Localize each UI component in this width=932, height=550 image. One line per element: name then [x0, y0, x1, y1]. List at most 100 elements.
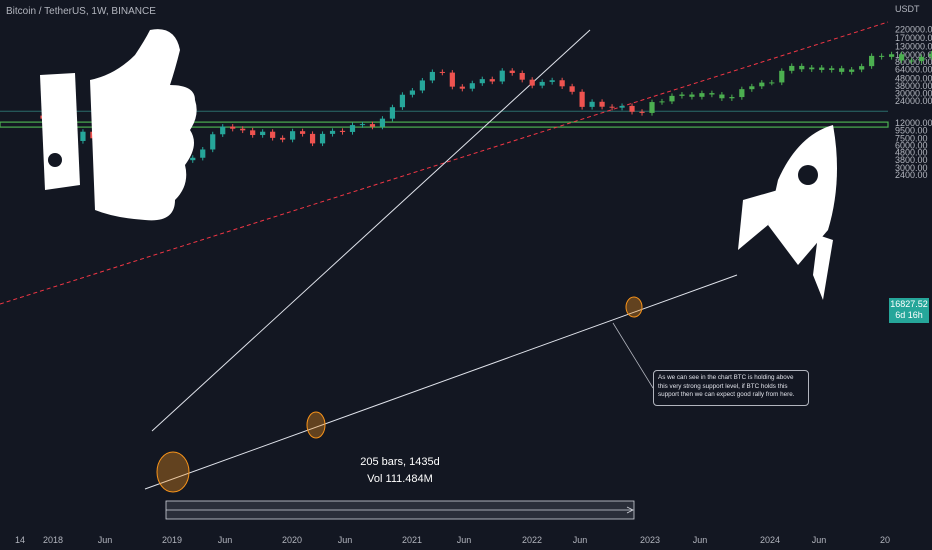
y-tick-label: 6000.00	[895, 140, 928, 150]
x-tick-label: Jun	[693, 535, 708, 545]
y-tick-label: 220000.00	[895, 25, 932, 35]
candle-body	[799, 65, 805, 70]
candle-body	[349, 125, 356, 132]
y-tick-label: 48000.00	[895, 74, 932, 84]
candle-body	[449, 72, 455, 87]
y-tick-label: 4800.00	[895, 148, 928, 158]
highlight-circle	[306, 411, 326, 439]
currency-label: USDT	[895, 4, 920, 14]
y-tick-label: 30000.00	[895, 89, 932, 99]
x-tick-label: 2021	[402, 535, 422, 545]
candle-body	[879, 55, 885, 57]
y-tick-label: 2400.00	[895, 170, 928, 180]
x-tick-label: 2022	[522, 535, 542, 545]
candle-body	[819, 67, 825, 70]
y-tick-label: 130000.00	[895, 41, 932, 51]
y-tick-label: 3000.00	[895, 163, 928, 173]
candle-body	[389, 107, 396, 119]
candle-body	[689, 94, 695, 97]
candle-body	[898, 54, 905, 61]
thumbs-up-icon	[40, 29, 197, 221]
candle-body	[469, 83, 475, 89]
candle-body	[709, 93, 715, 95]
x-tick-label: Jun	[338, 535, 353, 545]
candle-body	[829, 68, 835, 70]
candle-body	[499, 70, 505, 82]
candle-body	[429, 71, 435, 81]
candle-body	[619, 105, 625, 108]
candle-body	[479, 79, 485, 84]
y-tick-label: 24000.00	[895, 96, 932, 106]
candle-body	[639, 111, 645, 113]
candle-body	[789, 65, 795, 71]
y-tick-label: 38000.00	[895, 81, 932, 91]
candle-body	[779, 70, 785, 83]
candle-body	[669, 95, 675, 102]
x-tick-label: Jun	[98, 535, 113, 545]
x-tick-label: 2024	[760, 535, 780, 545]
candle-body	[749, 86, 755, 90]
candle-body	[459, 86, 465, 89]
highlight-circle	[625, 296, 643, 318]
candle-body	[309, 133, 316, 144]
y-tick-label: 7500.00	[895, 133, 928, 143]
candle-body	[759, 82, 765, 87]
candle-body	[220, 126, 226, 135]
last-price-tag: 16827.52 6d 16h	[889, 298, 929, 323]
candle-body	[809, 67, 815, 70]
candle-body	[369, 124, 376, 127]
rocket-window	[798, 165, 818, 185]
candle-body	[649, 102, 655, 113]
candle-body	[399, 94, 406, 108]
candle-body	[599, 101, 605, 107]
last-price: 16827.52	[890, 299, 928, 309]
candle-body	[359, 124, 366, 126]
y-tick-label: 9500.00	[895, 126, 928, 136]
chart-title: Bitcoin / TetherUS, 1W, BINANCE	[6, 6, 156, 17]
candle-body	[719, 94, 725, 99]
candle-body	[290, 131, 296, 140]
candle-body	[419, 80, 425, 91]
candle-body	[250, 130, 256, 136]
x-tick-label: Jun	[457, 535, 472, 545]
candle-body	[918, 56, 925, 62]
y-tick-label: 100000.00	[895, 50, 932, 60]
candle-body	[270, 131, 276, 138]
candle-body	[240, 128, 246, 131]
candle-body	[280, 137, 286, 140]
candle-body	[559, 80, 565, 87]
candle-body	[489, 79, 495, 82]
candle-body	[339, 130, 346, 132]
candle-body	[769, 82, 775, 84]
x-tick-label: 20	[880, 535, 890, 545]
candle-body	[729, 97, 735, 99]
rocket-body	[768, 125, 837, 265]
candle-body	[908, 60, 915, 62]
y-tick-label: 12000.00	[895, 118, 932, 128]
rocket-fin-right	[813, 235, 833, 300]
rocket-icon	[738, 125, 837, 300]
candle-body	[569, 86, 575, 92]
candle-body	[509, 70, 515, 73]
thumb-hand	[90, 29, 197, 221]
thumb-hole	[48, 153, 62, 167]
y-tick-label: 170000.00	[895, 33, 932, 43]
support-zone	[0, 121, 889, 128]
candle-body	[379, 118, 386, 127]
candle-body	[629, 105, 635, 112]
x-tick-label: 2020	[282, 535, 302, 545]
candle-body	[609, 106, 615, 108]
x-tick-label: 2018	[43, 535, 63, 545]
candle-body	[869, 55, 875, 67]
upper-trendline	[151, 29, 591, 432]
candle-body	[739, 89, 745, 98]
candle-body	[889, 54, 895, 57]
candle-body	[839, 68, 845, 72]
candle-body	[519, 72, 525, 80]
candle-body	[80, 131, 86, 141]
y-tick-label: 64000.00	[895, 64, 932, 74]
candle-body	[679, 94, 685, 96]
highlight-circle	[156, 451, 190, 493]
measure-bars: 205 bars, 1435d	[360, 456, 440, 468]
